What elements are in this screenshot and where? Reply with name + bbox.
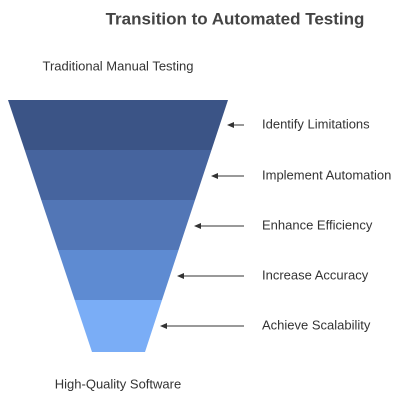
top-label: Traditional Manual Testing — [42, 58, 193, 73]
funnel-stage — [41, 200, 195, 250]
stage-label: Enhance Efficiency — [262, 217, 373, 232]
bottom-label: High-Quality Software — [55, 376, 181, 391]
funnel-stage — [74, 300, 162, 352]
stage-label: Identify Limitations — [262, 116, 370, 131]
title: Transition to Automated Testing — [106, 9, 365, 28]
funnel-stage — [58, 250, 179, 300]
stage-label: Achieve Scalability — [262, 317, 371, 332]
stage-label: Increase Accuracy — [262, 267, 369, 282]
stage-label: Implement Automation — [262, 167, 391, 182]
funnel-stage — [8, 100, 228, 150]
funnel-stage — [24, 150, 212, 200]
